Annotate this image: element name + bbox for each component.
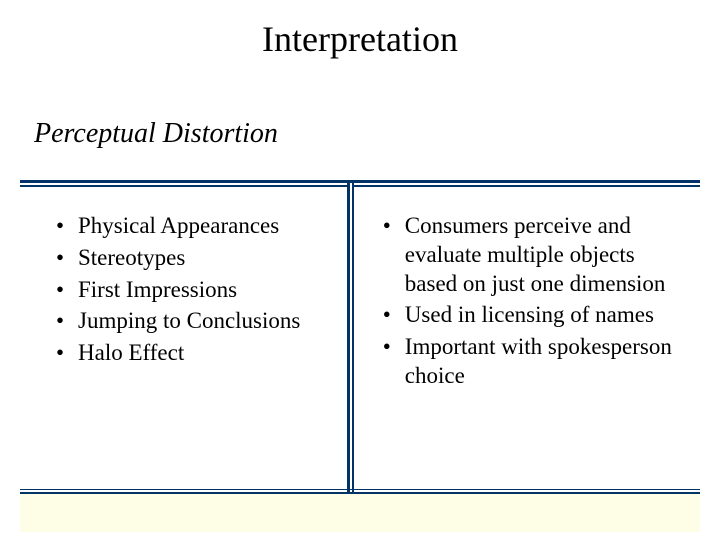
slide-subtitle: Perceptual Distortion [0, 60, 720, 150]
left-bullet-list: Physical Appearances Stereotypes First I… [56, 212, 323, 368]
list-item: Used in licensing of names [383, 301, 680, 330]
slide: Interpretation Perceptual Distortion Phy… [0, 0, 720, 540]
left-column: Physical Appearances Stereotypes First I… [0, 200, 353, 394]
list-item: Physical Appearances [56, 212, 323, 241]
list-item: Consumers perceive and evaluate multiple… [383, 212, 680, 298]
list-item: First Impressions [56, 276, 323, 305]
footer-band [20, 492, 700, 532]
content-columns: Physical Appearances Stereotypes First I… [0, 200, 720, 394]
list-item: Important with spokesperson choice [383, 333, 680, 391]
list-item: Stereotypes [56, 244, 323, 273]
right-column: Consumers perceive and evaluate multiple… [353, 200, 720, 394]
horizontal-rule [20, 180, 700, 187]
slide-title: Interpretation [0, 0, 720, 60]
right-bullet-list: Consumers perceive and evaluate multiple… [383, 212, 680, 391]
list-item: Jumping to Conclusions [56, 307, 323, 336]
list-item: Halo Effect [56, 339, 323, 368]
